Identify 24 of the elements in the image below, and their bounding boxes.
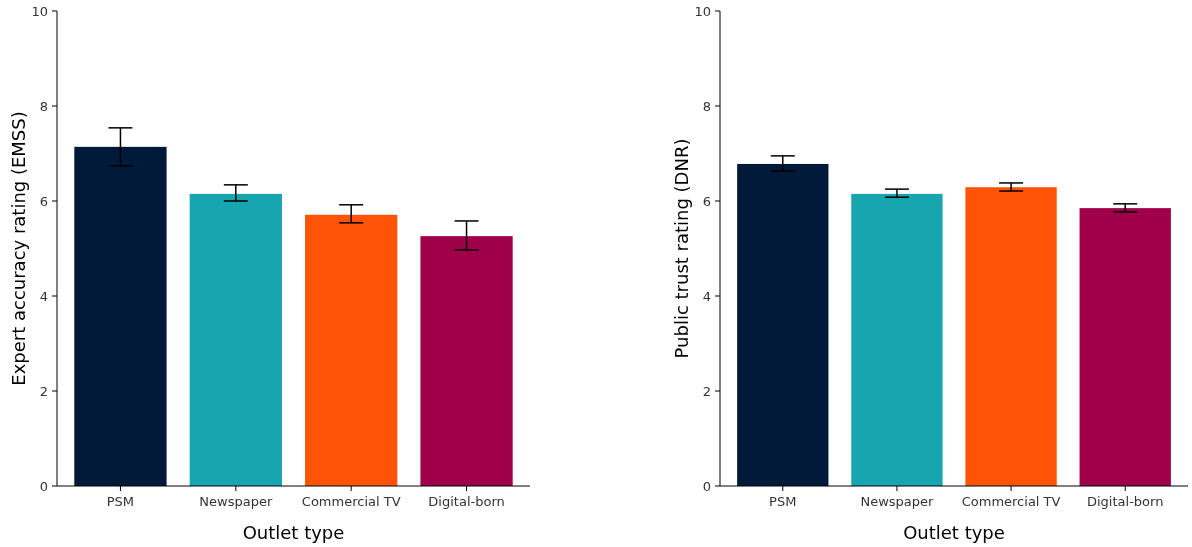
y-axis-title: Expert accuracy rating (EMSS) [8, 111, 29, 386]
y-tick-label: 6 [702, 193, 711, 209]
y-tick-label: 0 [39, 478, 48, 494]
y-tick-label: 6 [39, 193, 48, 209]
y-tick-label: 4 [702, 288, 711, 304]
x-axis-title: Outlet type [242, 522, 345, 543]
y-tick-label: 8 [39, 98, 48, 114]
x-tick-label: Newspaper [199, 494, 273, 509]
y-tick-label: 2 [39, 383, 48, 399]
x-tick-label: Digital-born [428, 494, 505, 509]
y-tick-label: 4 [39, 288, 48, 304]
x-tick-label: PSM [769, 494, 797, 509]
x-tick-label: Commercial TV [301, 494, 401, 509]
x-tick-label: Newspaper [860, 494, 935, 509]
x-axis-title: Outlet type [903, 522, 1005, 543]
x-tick-label: Digital-born [1087, 494, 1164, 509]
y-tick-label: 10 [31, 3, 48, 19]
y-axis-title: Public trust rating (DNR) [671, 138, 692, 359]
y-tick-label: 10 [694, 3, 711, 19]
y-tick-label: 0 [702, 478, 711, 494]
x-tick-label: Commercial TV [961, 494, 1061, 509]
y-tick-label: 2 [702, 383, 711, 399]
y-tick-label: 8 [702, 98, 711, 114]
x-tick-label: PSM [106, 494, 135, 509]
